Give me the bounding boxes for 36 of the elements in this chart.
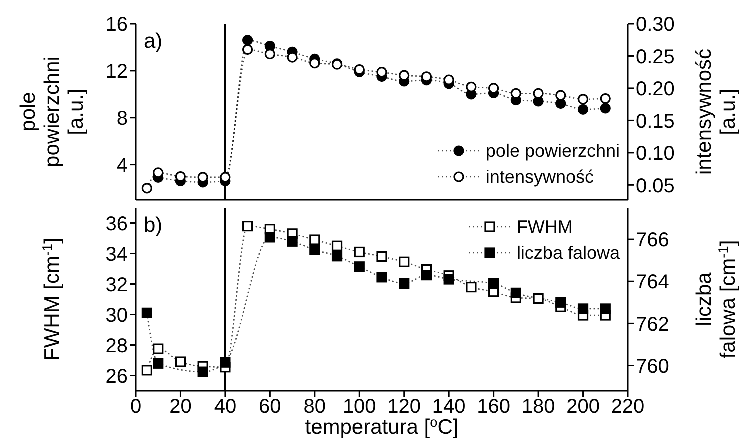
annotation: b) [144,214,163,238]
x-tick-label: 40 [214,396,237,418]
y2-tick-label: 0.10 [636,143,675,166]
x-tick-label: 180 [522,396,556,418]
x-tick-label: 20 [170,396,192,418]
y-tick-label: 16 [106,14,128,36]
y2-tick-label: 766 [636,230,670,252]
y2-tick-label: 760 [636,356,670,378]
legend-label: FWHM [516,216,573,238]
x-tick-label: 220 [611,396,645,418]
y-axis-title: pole powierzchni [a.u.] [17,56,88,168]
y-tick-label: 34 [106,244,128,266]
x-tick-label: 160 [477,396,511,418]
y-tick-label: 36 [106,213,128,236]
y-tick-label: 32 [106,274,128,296]
y-tick-label: 8 [116,108,128,130]
legend-label: liczba falowa [516,242,620,264]
y2-tick-label: 0.30 [636,14,675,36]
y2-tick-label: 0.15 [636,110,675,133]
x-tick-label: 0 [130,396,142,418]
y-tick-label: 12 [106,61,128,84]
y2-tick-label: 0.20 [636,78,675,101]
legend-label: intensywność [486,166,594,188]
y-tick-label: 4 [116,154,128,177]
y2-tick-label: 0.25 [636,46,675,68]
y-tick-label: 28 [106,335,128,358]
y2-tick-label: 0.05 [636,175,675,198]
y-tick-label: 26 [106,366,128,388]
legend-label: pole powierzchni [486,140,620,162]
y-tick-label: 30 [106,304,128,327]
x-tick-label: 200 [566,396,600,418]
y2-axis-title: intensywność [a.u.] [693,48,740,176]
x-tick-label: 60 [259,396,282,418]
y2-tick-label: 762 [636,314,670,336]
annotation: a) [144,30,163,54]
y2-tick-label: 764 [636,272,670,294]
